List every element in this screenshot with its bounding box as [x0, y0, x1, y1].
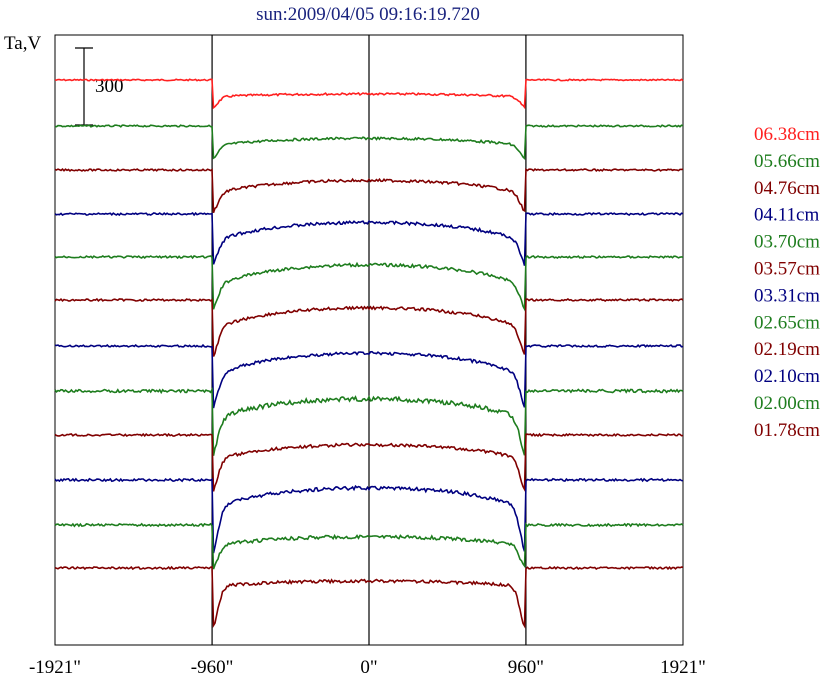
legend-entry: 04.76cm [754, 178, 820, 199]
series-line-03.70cm [54, 255, 684, 313]
series-line-03.57cm [54, 297, 684, 357]
y-axis-label: Ta,V [4, 33, 41, 54]
legend-entry: 06.38cm [754, 124, 820, 145]
series-line-02.19cm [54, 432, 684, 493]
legend-entry: 01.78cm [754, 420, 820, 441]
x-tick-label: 960" [508, 657, 544, 678]
series-line-02.00cm [54, 522, 684, 570]
vertical-markers [211, 35, 527, 645]
x-tick-label: 0" [360, 657, 377, 678]
legend-entry: 02.19cm [754, 339, 820, 360]
legend-entry: 03.31cm [754, 285, 820, 306]
series-line-05.66cm [54, 124, 684, 161]
legend: 06.38cm 05.66cm 04.76cm 04.11cm 03.70cm 03.57… [754, 124, 820, 441]
legend-entry: 03.70cm [754, 232, 820, 253]
legend-entry: 03.57cm [754, 259, 820, 280]
series-line-04.11cm [54, 211, 684, 266]
series-line-02.10cm [54, 477, 684, 554]
legend-entry: 04.11cm [754, 205, 819, 226]
scale-bar: 300 [75, 47, 124, 126]
legend-entry: 02.00cm [754, 393, 820, 414]
legend-entry: 05.66cm [754, 151, 820, 172]
series-line-03.31cm [54, 343, 684, 409]
x-tick-labels: -1921" -960" 0" 960" 1921" [29, 657, 706, 678]
chart-title: sun:2009/04/05 09:16:19.720 [256, 4, 480, 25]
series-line-01.78cm [54, 565, 684, 629]
x-tick-label: -960" [191, 657, 234, 678]
legend-entry: 02.10cm [754, 366, 820, 387]
series-line-02.65cm [54, 386, 684, 456]
x-tick-label: -1921" [29, 657, 81, 678]
scale-bar-label: 300 [95, 76, 124, 97]
series-line-04.76cm [54, 167, 684, 214]
series-layer [54, 78, 684, 629]
x-tick-label: 1921" [660, 657, 706, 678]
series-line-06.38cm [54, 78, 684, 110]
legend-entry: 02.65cm [754, 312, 820, 333]
